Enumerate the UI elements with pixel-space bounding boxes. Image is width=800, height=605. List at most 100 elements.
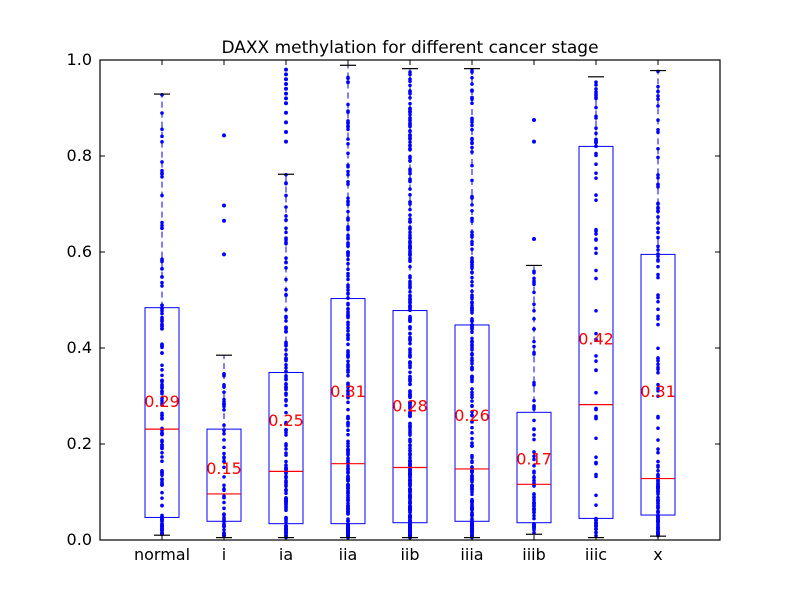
data-point-iiic [594,268,598,273]
data-point-normal [160,389,164,393]
data-point-normal [160,446,164,451]
box-i [206,428,242,522]
box-iiia [454,324,490,522]
data-point-iiic [594,137,598,142]
data-point-x [656,322,660,327]
box-iiib [516,411,552,524]
data-point-x [656,293,660,297]
data-point-normal [160,398,164,403]
data-point-iia [346,250,350,254]
data-point-iia [346,137,350,141]
data-point-x [656,226,660,231]
data-point-iiia [470,75,474,80]
mean-label-iiia: 0.26 [454,406,490,425]
data-point-iiia [470,453,474,458]
data-point-normal [160,368,164,372]
data-point-iib [408,451,412,456]
data-point-iib [408,121,412,125]
data-point-iib [408,70,412,74]
data-point-x [656,531,660,536]
data-point-iiib [532,427,536,432]
data-point-iiia [470,233,474,238]
data-point-ia [284,393,288,397]
data-point-iiib [532,492,536,496]
data-point-iiia [470,330,474,335]
data-point-iib [408,360,412,365]
box-ia [268,371,304,525]
data-point-iib [408,487,412,492]
data-point-iiic [594,198,598,202]
data-point-iiic [594,193,598,197]
data-point-iiia [470,351,474,356]
x-tick-label-iiia: iiia [460,545,483,564]
data-point-iiia [470,317,474,321]
data-point-iib [408,400,412,405]
data-point-iiib [532,450,536,454]
outlier-point-ia [284,130,288,134]
data-point-i [222,500,226,505]
data-point-iiia [470,487,474,492]
data-point-x [656,254,660,259]
data-point-x [656,389,660,393]
data-point-i [222,527,226,532]
data-point-x [656,520,660,525]
data-point-normal [160,322,164,327]
data-point-iiib [532,457,536,462]
data-point-normal [160,351,164,355]
box-normal [144,307,180,518]
data-point-iiia [470,460,474,465]
data-point-ia [284,403,288,408]
data-point-iiib [532,475,536,479]
data-point-iia [346,373,350,378]
data-point-iiia [470,393,474,397]
data-point-normal [160,482,164,486]
data-point-normal [160,443,164,447]
data-point-iiia [470,123,474,128]
data-point-ia [284,410,288,415]
data-point-ia [284,385,288,390]
outlier-point-ia [284,82,288,86]
data-point-iiib [532,463,536,468]
chart-title: DAXX methylation for different cancer st… [221,38,598,58]
data-point-ia [284,453,288,457]
data-point-normal [160,391,164,396]
data-point-iiic [594,331,598,336]
data-point-normal [160,344,164,348]
x-tick-label-iib: iib [400,545,419,564]
data-point-ia [284,352,288,357]
data-point-iia [346,199,350,204]
data-point-iiia [470,399,474,403]
data-point-normal [160,450,164,455]
data-point-normal [160,459,164,464]
data-point-iia [346,313,350,318]
data-point-ia [284,491,288,496]
mean-label-x: 0.31 [640,382,676,401]
data-point-x [656,295,660,300]
data-point-ia [284,530,288,535]
data-point-iiia [470,336,474,341]
data-point-iib [408,158,412,163]
data-point-x [656,84,660,89]
data-point-ia [284,488,288,493]
data-point-iib [408,506,412,510]
data-point-iiia [470,356,474,361]
outlier-point-i [222,133,226,138]
data-point-iia [346,288,350,292]
data-point-iib [408,414,412,418]
outlier-point-ia [284,72,288,77]
data-point-iib [408,443,412,447]
data-point-iiic [594,503,598,507]
data-point-normal [160,503,164,508]
data-point-iiia [470,443,474,448]
data-point-iiic [594,524,598,529]
data-point-iib [408,335,412,340]
data-point-ia [284,495,288,500]
data-point-ia [284,214,288,218]
data-point-iia [346,267,350,272]
data-point-iia [346,503,350,508]
data-point-x [656,356,660,360]
mean-label-normal: 0.29 [144,392,180,411]
data-point-x [656,94,660,98]
box-iiic [578,145,614,519]
